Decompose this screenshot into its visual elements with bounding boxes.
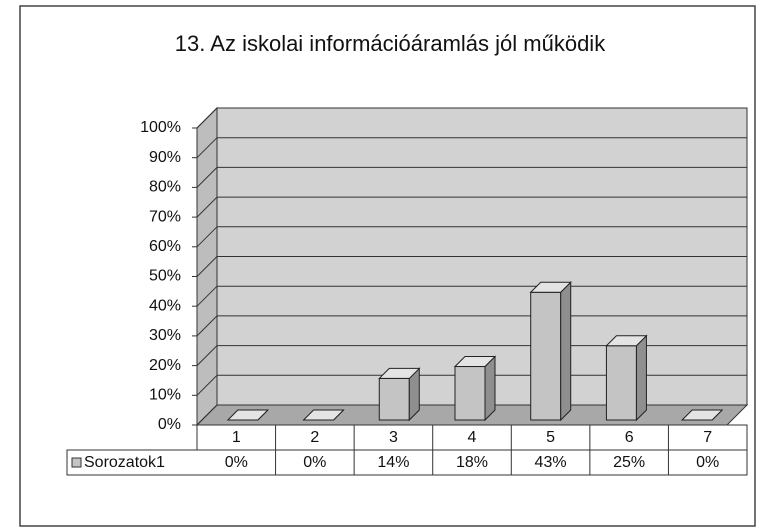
grid-line bbox=[196, 404, 218, 426]
y-tick-label: 50% bbox=[149, 268, 181, 285]
legend-label: Sorozatok1 bbox=[84, 454, 165, 471]
y-tick-label: 40% bbox=[149, 297, 181, 314]
bar-side bbox=[484, 355, 496, 422]
bar bbox=[302, 409, 345, 421]
bar-front bbox=[378, 377, 410, 421]
data-table-value: 0% bbox=[225, 454, 248, 471]
bar-top bbox=[302, 409, 345, 421]
grid-line bbox=[196, 226, 218, 248]
bar-side bbox=[635, 334, 647, 422]
bar bbox=[378, 367, 421, 422]
bar-side bbox=[560, 281, 572, 422]
x-tick-label: 7 bbox=[703, 429, 712, 446]
x-tick-label: 6 bbox=[625, 429, 634, 446]
y-tick-label: 80% bbox=[149, 179, 181, 196]
data-table-value: 43% bbox=[535, 454, 567, 471]
grid-line bbox=[196, 137, 218, 159]
x-tick-label: 2 bbox=[310, 429, 319, 446]
x-tick-label: 1 bbox=[232, 429, 241, 446]
grid-line bbox=[196, 107, 218, 129]
bar-front bbox=[605, 345, 637, 421]
bar-top bbox=[680, 409, 724, 421]
x-tick-label: 4 bbox=[468, 429, 477, 446]
data-table-value: 14% bbox=[377, 454, 409, 471]
y-tick-label: 10% bbox=[149, 387, 181, 404]
bar-top bbox=[378, 367, 421, 379]
bar bbox=[226, 409, 270, 421]
y-tick-label: 0% bbox=[158, 416, 181, 433]
data-table-cell bbox=[66, 449, 748, 476]
bar bbox=[529, 281, 572, 422]
data-table-value: 18% bbox=[456, 454, 488, 471]
bar-top bbox=[529, 281, 572, 293]
data-table-value: 25% bbox=[613, 454, 645, 471]
bar-top bbox=[453, 356, 497, 368]
bar bbox=[605, 334, 648, 422]
grid-line bbox=[196, 256, 218, 277]
y-tick-label: 90% bbox=[149, 149, 181, 166]
y-tick-label: 70% bbox=[149, 208, 181, 225]
x-tick-label: 3 bbox=[389, 429, 398, 446]
bar-front bbox=[530, 291, 562, 421]
data-table-value: 0% bbox=[696, 454, 719, 471]
bar-top bbox=[605, 335, 648, 347]
grid-line bbox=[196, 345, 218, 366]
grid-line bbox=[196, 196, 218, 218]
x-tick-label: 5 bbox=[546, 429, 555, 446]
grid-line bbox=[196, 374, 218, 396]
y-tick-label: 20% bbox=[149, 357, 181, 374]
legend-key bbox=[71, 457, 82, 468]
bar bbox=[680, 409, 724, 421]
bar-front bbox=[454, 366, 486, 421]
grid-line bbox=[196, 285, 218, 307]
grid-line bbox=[196, 315, 218, 337]
data-table-value: 0% bbox=[303, 454, 326, 471]
y-tick-label: 60% bbox=[149, 238, 181, 255]
chart-title: 13. Az iskolai információáramlás jól műk… bbox=[175, 31, 606, 56]
bar bbox=[453, 355, 497, 422]
grid-line bbox=[196, 167, 218, 188]
y-tick-label: 100% bbox=[140, 119, 181, 136]
y-tick-label: 30% bbox=[149, 327, 181, 344]
bar-top bbox=[226, 409, 270, 421]
